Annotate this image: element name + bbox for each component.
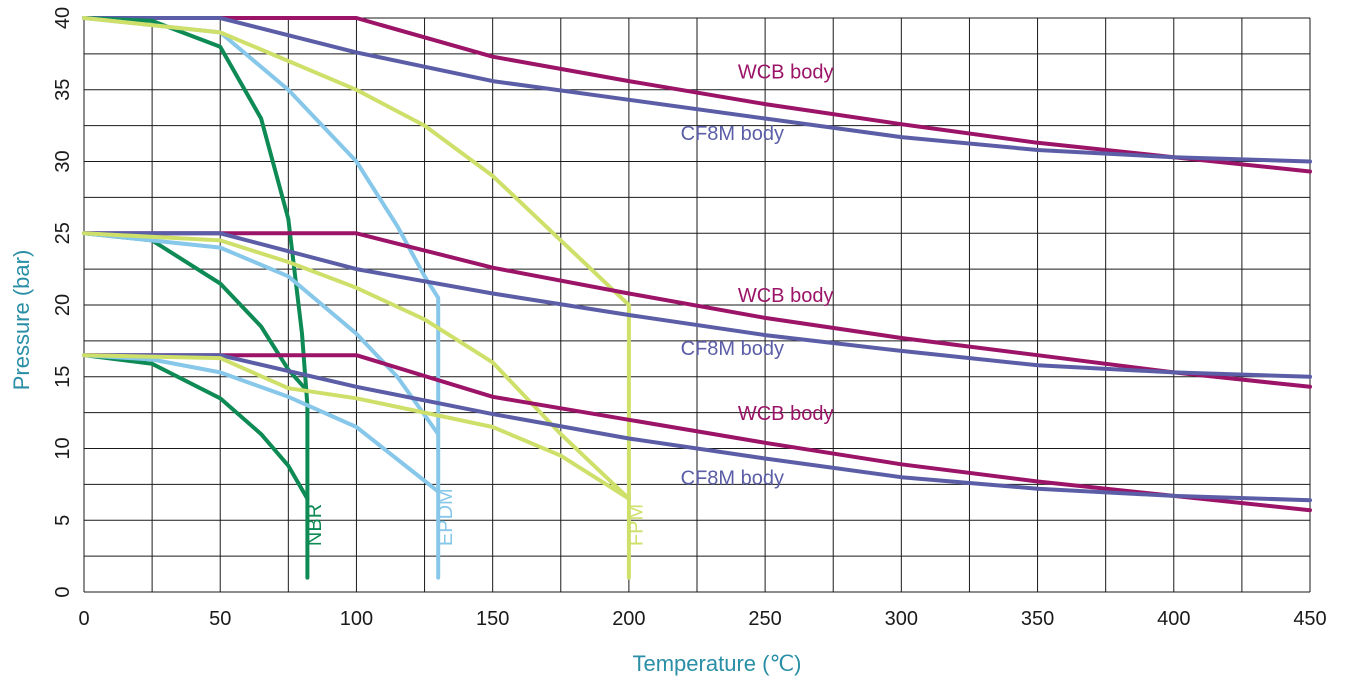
series-line-fpm [82, 231, 631, 501]
series-line-nbr [82, 353, 310, 501]
series-line-cf8m-body [82, 16, 1312, 164]
series-line-nbr [82, 16, 310, 580]
x-tick-label: 50 [209, 608, 231, 630]
y-tick-label: 15 [52, 366, 74, 388]
series-label-cf8m-body: CF8M body [681, 338, 784, 360]
series-label-cf8m-body: CF8M body [681, 123, 784, 145]
x-tick-label: 150 [476, 608, 509, 630]
y-tick-label: 5 [52, 515, 74, 526]
series-line-epdm [82, 16, 441, 580]
y-tick-label: 40 [52, 7, 74, 29]
y-tick-label: 20 [52, 294, 74, 316]
series-label-nbr: NBR [304, 504, 326, 546]
x-tick-label: 100 [340, 608, 373, 630]
chart-series [82, 16, 1312, 580]
y-tick-label: 30 [52, 150, 74, 172]
series-line-epdm [82, 353, 441, 494]
x-tick-label: 0 [78, 608, 89, 630]
y-tick-label: 0 [52, 586, 74, 597]
x-axis-title: Temperature (℃) [633, 651, 802, 676]
x-tick-label: 450 [1293, 608, 1326, 630]
series-label-epdm: EPDM [435, 488, 457, 546]
series-line-wcb-body [82, 353, 1312, 513]
series-label-cf8m-body: CF8M body [681, 467, 784, 489]
y-tick-label: 35 [52, 79, 74, 101]
series-line-wcb-body [82, 231, 1312, 389]
series-label-fpm: FPM [626, 504, 648, 546]
x-tick-label: 250 [748, 608, 781, 630]
y-axis-ticks: 0 5 10 15 20 25 30 35 40 [52, 7, 74, 598]
series-line-epdm [82, 231, 441, 437]
x-axis-ticks: 0 50 100 150 200 250 300 350 400 450 [78, 608, 1326, 630]
series-line-cf8m-body [82, 353, 1312, 503]
series-line-fpm [82, 16, 631, 580]
series-line-wcb-body [82, 16, 1312, 174]
series-annotations: WCB body CF8M body WCB body CF8M body WCB bo… [304, 61, 833, 546]
series-label-wcb-body: WCB body [738, 403, 834, 425]
y-axis-title: Pressure (bar) [9, 250, 34, 391]
y-tick-label: 10 [52, 437, 74, 459]
x-tick-label: 400 [1157, 608, 1190, 630]
series-line-fpm [82, 353, 631, 501]
series-line-cf8m-body [82, 231, 1312, 379]
x-tick-label: 350 [1021, 608, 1054, 630]
x-tick-label: 300 [885, 608, 918, 630]
series-label-wcb-body: WCB body [738, 285, 834, 307]
x-tick-label: 200 [612, 608, 645, 630]
y-tick-label: 25 [52, 222, 74, 244]
series-label-wcb-body: WCB body [738, 61, 834, 83]
